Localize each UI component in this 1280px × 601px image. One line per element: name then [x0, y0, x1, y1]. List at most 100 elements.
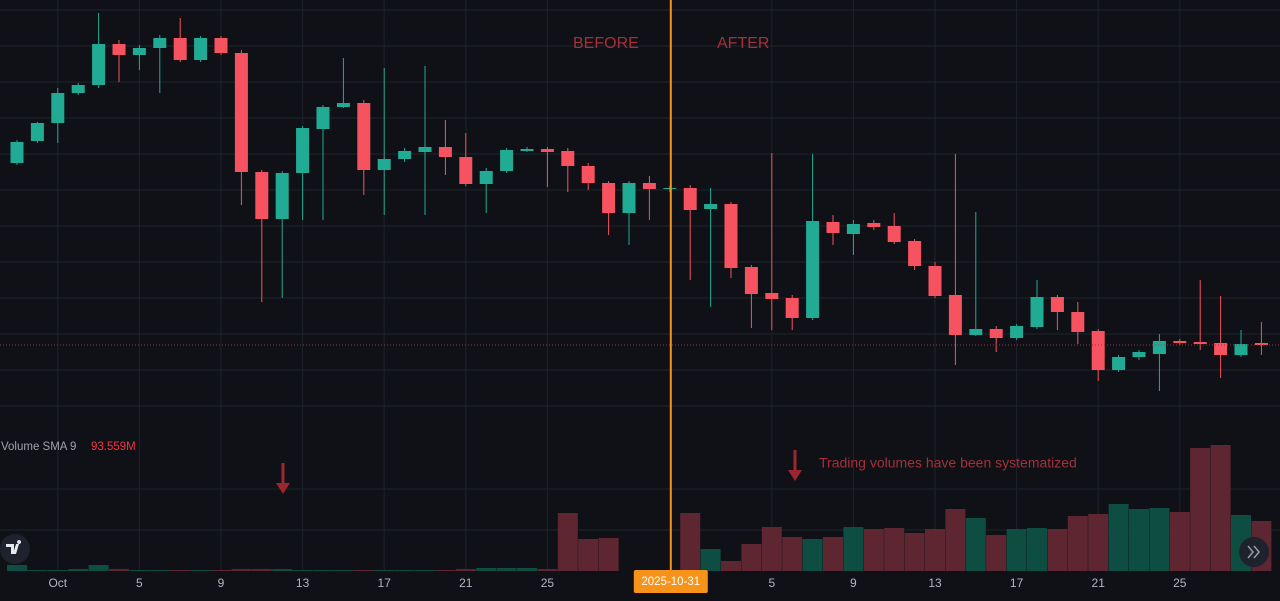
- volume-bar: [333, 570, 354, 571]
- candle-body: [1091, 331, 1105, 370]
- candle-body: [520, 149, 534, 151]
- candle-body: [581, 166, 595, 183]
- candle-body: [1132, 352, 1146, 357]
- x-tick-label: 5: [768, 576, 775, 590]
- candle-body: [275, 173, 289, 219]
- candle-body: [744, 267, 758, 294]
- volume-bar: [557, 513, 578, 571]
- x-tick-label: 17: [1010, 576, 1024, 590]
- crosshair-label-box: [633, 570, 708, 593]
- volume-bar: [109, 569, 129, 571]
- candle-body: [234, 53, 248, 172]
- crosshair-label: 2025-10-31: [641, 576, 700, 588]
- volume-bar: [394, 570, 415, 571]
- candle-body: [765, 293, 779, 299]
- x-tick-label: 17: [378, 576, 392, 590]
- volume-bar: [1129, 509, 1149, 571]
- candle-body: [214, 38, 228, 53]
- candle-body: [1050, 297, 1064, 312]
- volume-bar: [1149, 508, 1170, 571]
- scroll-button[interactable]: [1239, 537, 1269, 567]
- candle-body: [194, 38, 208, 60]
- candle-body: [642, 183, 656, 189]
- candle-body: [173, 38, 187, 60]
- volume-bar: [965, 518, 986, 571]
- volume-bar: [986, 535, 1007, 571]
- candle-body: [540, 149, 554, 152]
- volume-bar: [313, 570, 333, 571]
- arrow: [276, 463, 290, 494]
- volume-bar: [476, 568, 497, 571]
- candle-body: [357, 103, 371, 170]
- volume-bar: [1190, 448, 1211, 571]
- volume-bar: [884, 528, 905, 571]
- candles: [10, 13, 1268, 391]
- candle-body: [438, 147, 452, 157]
- volume-bar: [415, 570, 435, 571]
- volume-bar: [455, 569, 476, 571]
- volume-bar: [1210, 445, 1231, 571]
- volume-bar: [1006, 529, 1027, 571]
- logo[interactable]: [0, 534, 30, 564]
- volume-bar: [802, 539, 823, 571]
- candle-body: [1030, 297, 1044, 327]
- volume-bar: [353, 570, 374, 571]
- annotation-before: BEFORE: [573, 35, 639, 52]
- volume-bar: [190, 570, 211, 571]
- overlay: [0, 0, 1280, 571]
- x-tick-label: 9: [218, 576, 225, 590]
- x-tick-label: 5: [136, 576, 143, 590]
- volume-bar: [782, 537, 803, 571]
- volume-bar: [170, 570, 191, 571]
- volume-bar: [904, 533, 925, 571]
- candle-body: [479, 171, 493, 184]
- candle-body: [296, 128, 310, 173]
- volume-bar: [211, 570, 231, 571]
- volume-bar: [537, 569, 558, 571]
- candle-body: [30, 123, 44, 141]
- volume-bar: [863, 529, 884, 571]
- candle-body: [908, 241, 922, 266]
- volume-bar: [129, 570, 150, 571]
- arrow: [788, 450, 802, 481]
- candle-body: [785, 298, 799, 318]
- candle-body: [92, 44, 106, 85]
- volume-bar: [88, 565, 109, 571]
- candle-body: [704, 204, 718, 209]
- x-tick-label: 25: [1173, 576, 1187, 590]
- candle-body: [10, 142, 24, 163]
- candle-body: [153, 38, 167, 48]
- x-tick-label: Oct: [48, 576, 67, 590]
- volume-bar: [721, 561, 741, 571]
- annotation-volume: Trading volumes have been systematized: [819, 455, 1077, 471]
- candle-body: [806, 221, 820, 318]
- volume-bar: [1108, 504, 1129, 571]
- annotation-after: AFTER: [717, 35, 769, 52]
- candle-body: [1234, 344, 1248, 355]
- volume-bar: [251, 569, 272, 571]
- volume-bar: [1088, 514, 1109, 571]
- volume-bar: [231, 569, 252, 571]
- volume-bar: [1027, 528, 1047, 571]
- candle-body: [622, 183, 636, 213]
- candle-body: [989, 329, 1003, 338]
- candle-body: [969, 329, 983, 335]
- candle-body: [336, 103, 350, 107]
- candle-body: [459, 157, 473, 184]
- x-tick-label: 21: [459, 576, 473, 590]
- candle-body: [867, 223, 881, 227]
- volume-bar: [925, 529, 945, 571]
- volume-bar: [149, 570, 170, 571]
- candle-body: [846, 224, 860, 234]
- candle-body: [316, 107, 330, 129]
- candle-body: [724, 204, 738, 268]
- volume-bar: [27, 570, 48, 571]
- volume-bar: [1067, 516, 1088, 571]
- candle-body: [71, 85, 85, 93]
- candle-body: [826, 222, 840, 233]
- candle-body: [132, 48, 146, 55]
- volume-bar: [843, 527, 864, 571]
- candle-body: [255, 172, 269, 219]
